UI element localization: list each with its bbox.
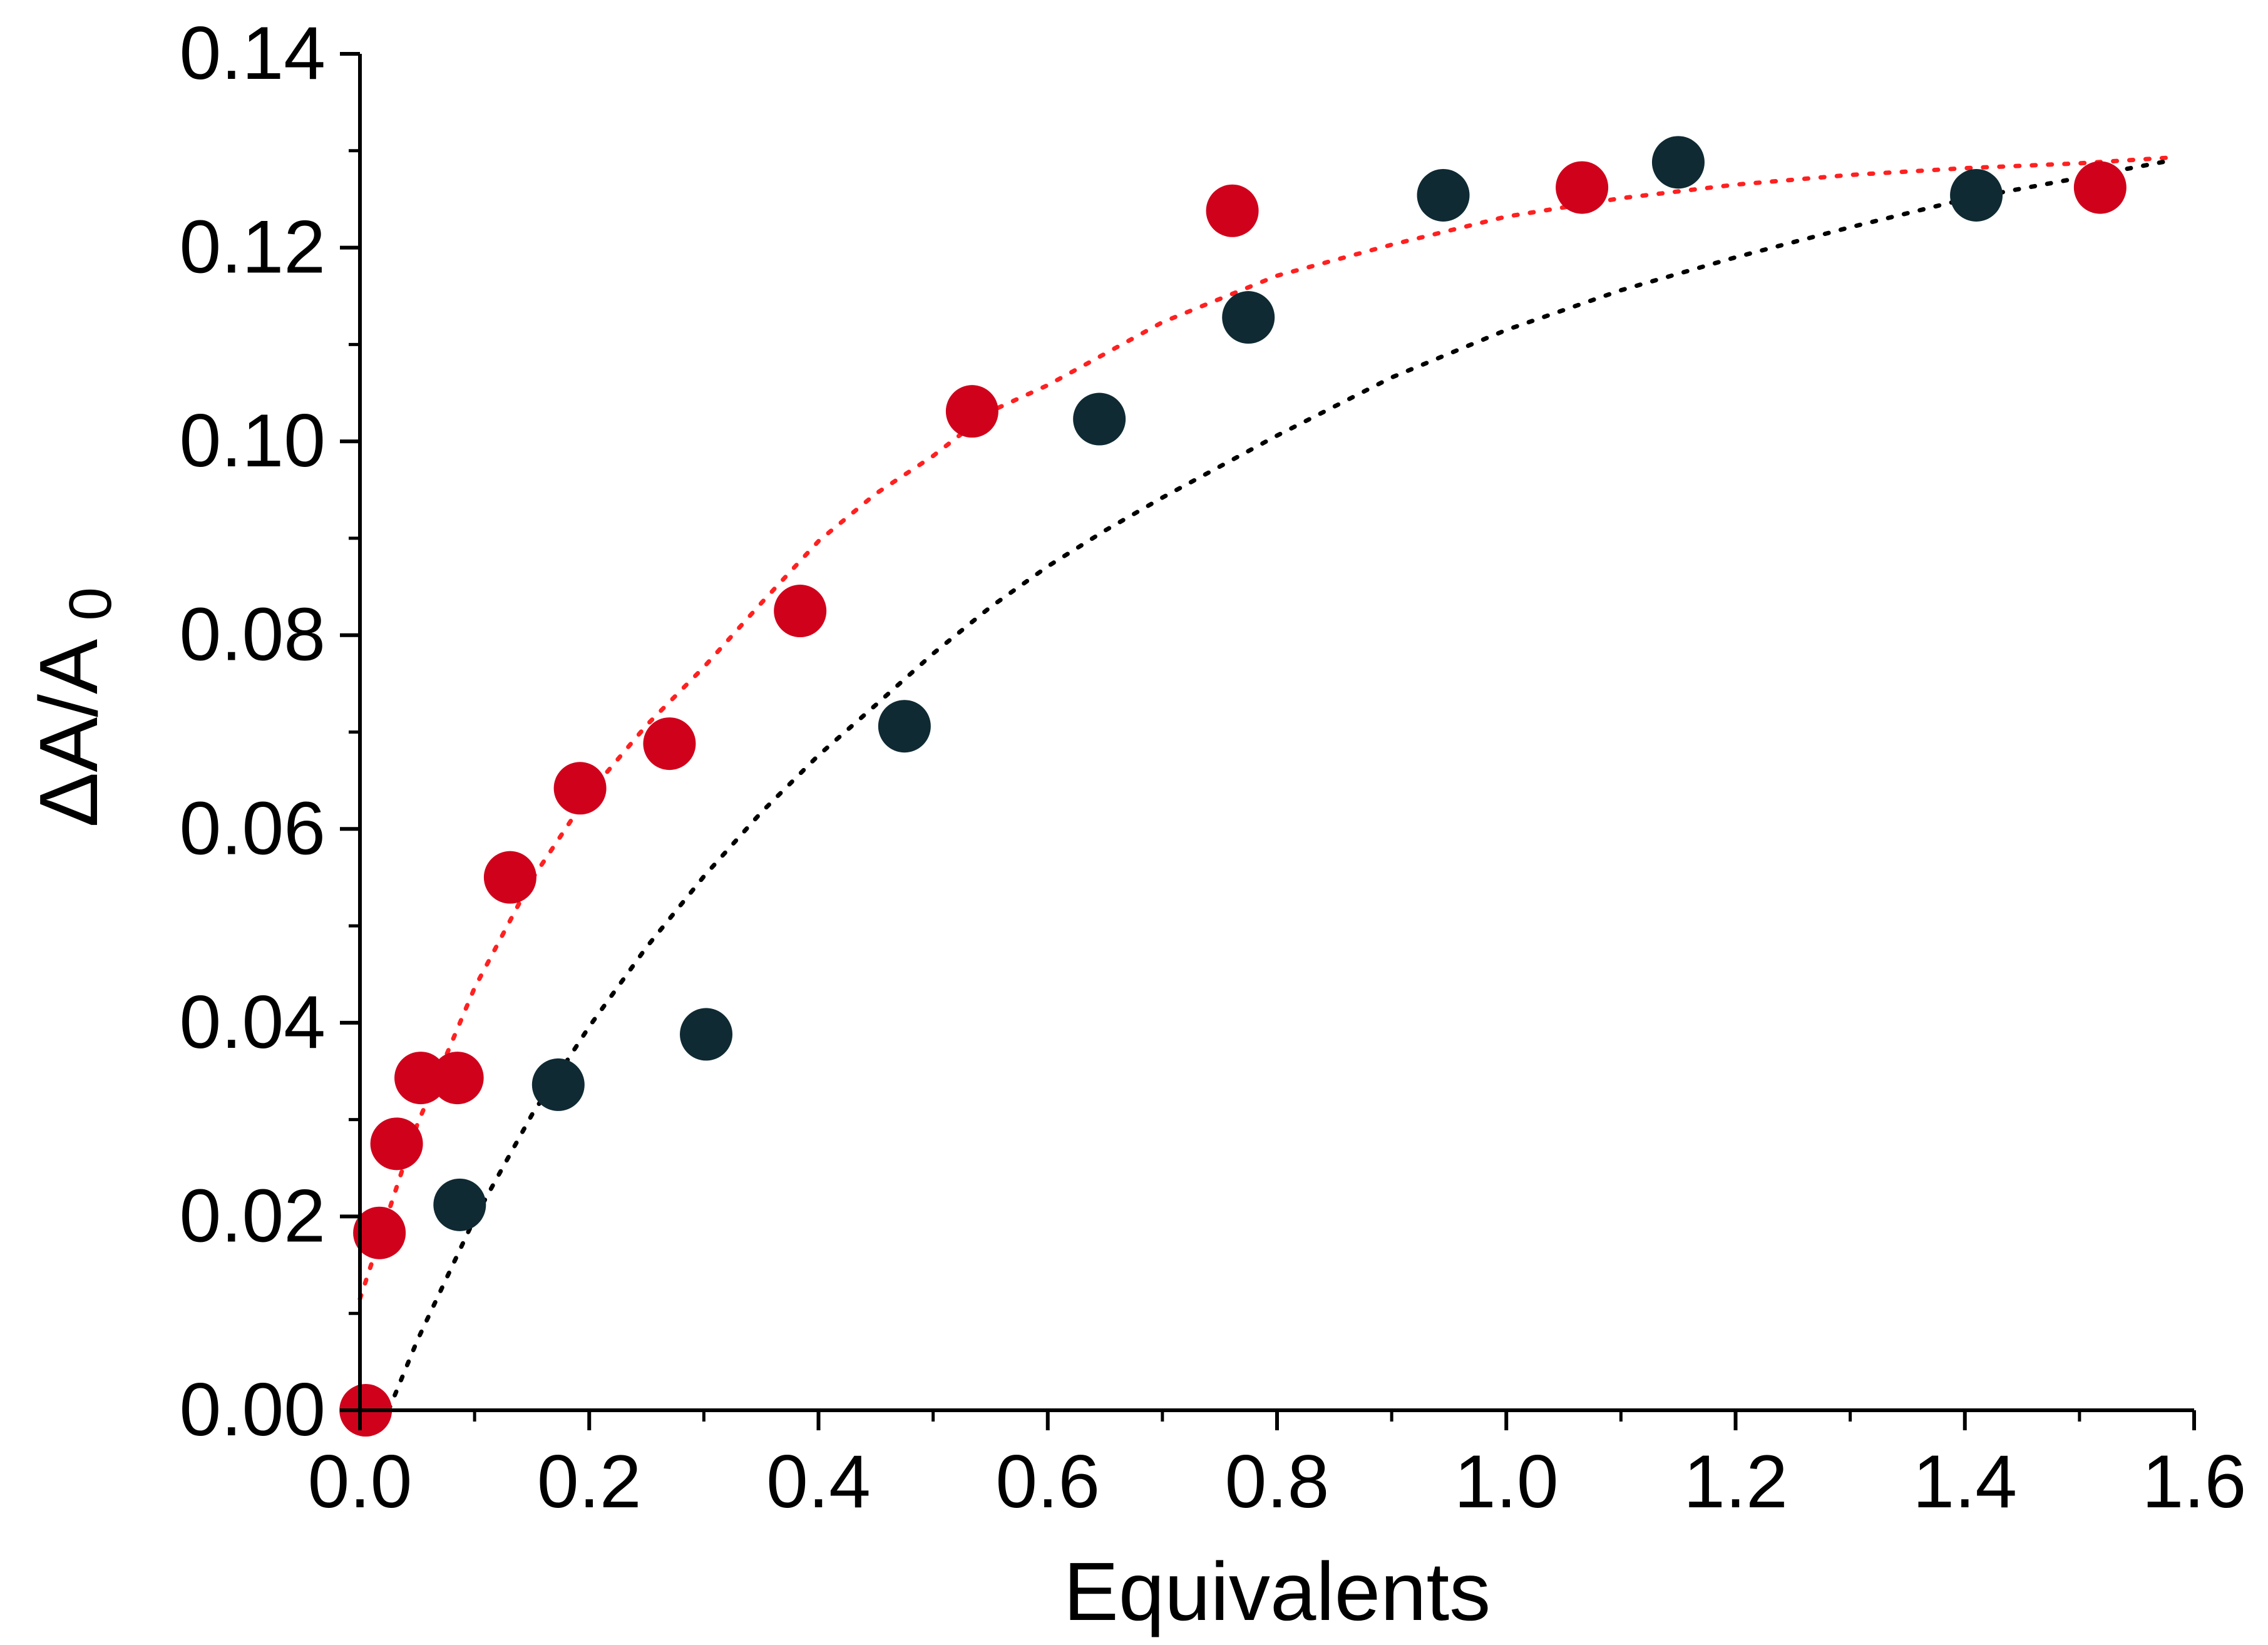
y-tick-label: 0.10 — [179, 399, 326, 483]
y-axis-title-main: ΔA/A — [23, 639, 115, 828]
y-tick-label: 0.02 — [179, 1174, 326, 1258]
dark-series-point — [878, 700, 931, 753]
red-series-point — [431, 1052, 484, 1105]
x-tick-label: 0.2 — [537, 1440, 642, 1524]
x-tick-label: 0.8 — [1225, 1440, 1330, 1524]
red-series-point — [1556, 161, 1609, 214]
red-series-point — [643, 717, 696, 771]
y-tick-label: 0.06 — [179, 786, 326, 870]
red-series-point — [1206, 184, 1259, 237]
y-tick-label: 0.14 — [179, 11, 326, 95]
y-tick-label: 0.12 — [179, 205, 326, 289]
red-series-point — [2073, 161, 2127, 214]
y-axis-title: ΔA/A 0 — [23, 587, 124, 828]
red-series-point — [553, 762, 607, 815]
red-series-point — [774, 585, 827, 638]
red-series-point — [370, 1117, 423, 1171]
y-axis-title-subscript: 0 — [57, 587, 124, 620]
y-tick-label: 0.08 — [179, 593, 326, 677]
dark-series-fit-curve — [386, 158, 2173, 1413]
x-tick-label: 1.0 — [1454, 1440, 1559, 1524]
dark-series-point — [1651, 136, 1705, 189]
x-tick-label: 1.2 — [1683, 1440, 1788, 1524]
axes — [358, 54, 2194, 1412]
y-tick-labels: 0.00 0.02 0.04 0.06 0.08 0.10 0.12 0.14 — [179, 11, 326, 1452]
dark-series-point — [680, 1008, 733, 1061]
x-tick-label: 0.6 — [995, 1440, 1100, 1524]
red-series-point — [945, 385, 998, 438]
x-tick-label: 1.4 — [1912, 1440, 2017, 1524]
y-tick-label: 0.00 — [179, 1368, 326, 1452]
x-tick-label: 0.4 — [766, 1440, 871, 1524]
red-series-point — [483, 851, 536, 904]
dark-series-point — [1073, 392, 1126, 446]
red-series-fit-curve — [357, 155, 2173, 1301]
red-series-point — [353, 1206, 406, 1259]
dark-series-point — [1417, 168, 1470, 222]
x-tick-label: 0.0 — [308, 1440, 413, 1524]
x-tick-label: 1.6 — [2142, 1440, 2247, 1524]
fit-curves — [357, 155, 2173, 1413]
dark-series-point — [433, 1178, 486, 1231]
red-series-point — [394, 1052, 448, 1105]
dark-series-point — [1222, 291, 1275, 344]
data-points — [339, 136, 2127, 1437]
x-axis-title: Equivalents — [1064, 1545, 1491, 1637]
x-tick-labels: 0.0 0.2 0.4 0.6 0.8 1.0 1.2 1.4 1.6 — [308, 1440, 2247, 1524]
ticks — [340, 52, 2196, 1430]
dark-series-point — [1950, 168, 2003, 222]
y-tick-label: 0.04 — [179, 980, 326, 1064]
dark-series-point — [531, 1058, 585, 1111]
